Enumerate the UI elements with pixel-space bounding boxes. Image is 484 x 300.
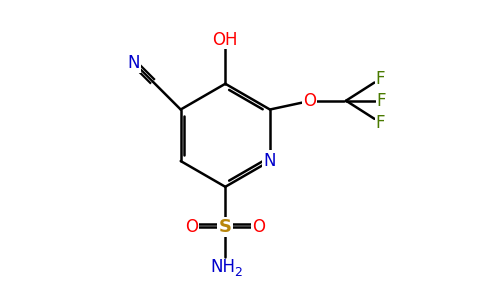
Text: OH: OH	[212, 31, 238, 49]
Text: O: O	[302, 92, 316, 110]
Text: S: S	[219, 218, 232, 236]
Text: O: O	[185, 218, 198, 236]
Text: 2: 2	[234, 266, 242, 279]
Text: F: F	[376, 114, 385, 132]
Text: F: F	[377, 92, 386, 110]
Text: N: N	[264, 152, 276, 170]
Text: O: O	[252, 218, 265, 236]
Text: N: N	[128, 54, 140, 72]
Text: NH: NH	[211, 258, 235, 276]
Text: F: F	[376, 70, 385, 88]
